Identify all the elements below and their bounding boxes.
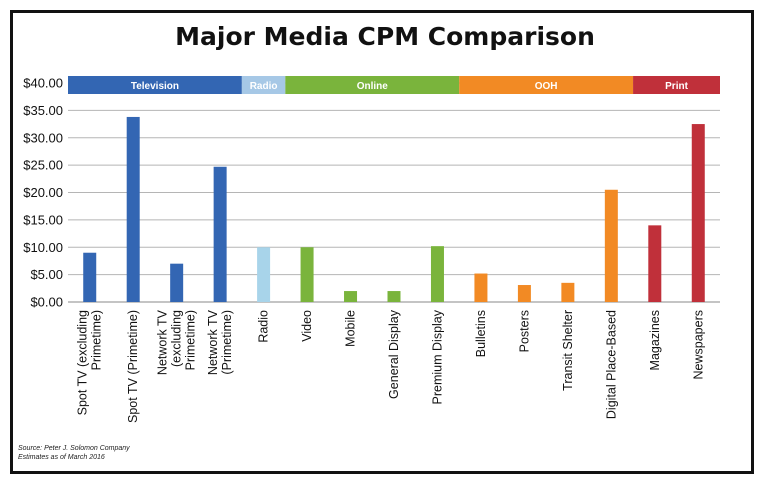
category-band <box>285 76 460 94</box>
x-category-label: (excluding <box>170 310 184 367</box>
bar <box>474 273 488 302</box>
category-band-label: Print <box>665 81 688 92</box>
x-category-label: Mobile <box>344 310 358 347</box>
category-band-label: Online <box>357 81 389 92</box>
y-tick-label: $5.00 <box>30 267 63 282</box>
bar <box>83 252 97 302</box>
x-category-label: Spot TV (excluding <box>76 310 90 415</box>
y-tick-label: $30.00 <box>23 130 63 145</box>
bar <box>126 116 140 302</box>
y-tick-label: $0.00 <box>30 295 63 310</box>
bar <box>300 247 314 302</box>
bar <box>691 124 705 302</box>
category-band-label: Television <box>131 81 179 92</box>
x-category-label: Magazines <box>648 310 662 370</box>
x-category-label: Network TV <box>206 309 220 375</box>
x-category-label: Network TV <box>156 309 170 375</box>
x-category-label: Digital Place-Based <box>604 310 618 419</box>
y-tick-label: $40.00 <box>23 76 63 91</box>
chart-title: Major Media CPM Comparison <box>175 22 595 51</box>
bar <box>344 291 358 302</box>
y-tick-label: $35.00 <box>23 103 63 118</box>
source-date: Estimates as of March 2016 <box>18 454 105 461</box>
y-tick-label: $20.00 <box>23 185 63 200</box>
bar <box>430 246 444 302</box>
bar <box>170 263 184 302</box>
x-category-label: Transit Shelter <box>561 310 575 391</box>
bar <box>213 166 227 302</box>
y-tick-label: $10.00 <box>23 240 63 255</box>
x-category-label: Primetime) <box>184 310 198 370</box>
x-category-label: Primetime) <box>90 310 104 370</box>
category-band <box>241 76 286 94</box>
y-tick-label: $15.00 <box>23 212 63 227</box>
x-category-label: Video <box>300 310 314 342</box>
source-line: Source: Peter J. Solomon Company <box>18 445 130 452</box>
bar <box>257 247 271 302</box>
x-category-label: (Primetime) <box>220 310 234 375</box>
category-band <box>68 76 242 94</box>
x-category-label: Newspapers <box>691 310 705 379</box>
y-tick-label: $25.00 <box>23 158 63 173</box>
x-category-label: Premium Display <box>430 309 444 404</box>
bar <box>648 225 662 302</box>
category-band <box>633 76 720 94</box>
x-category-label: Bulletins <box>474 310 488 357</box>
category-band <box>459 76 634 94</box>
bar <box>604 189 618 302</box>
bar <box>517 285 531 302</box>
x-category-label: Posters <box>517 310 531 352</box>
bar <box>387 291 401 302</box>
x-category-label: General Display <box>387 309 401 399</box>
source-note: Source: Peter J. Solomon Company Estimat… <box>18 444 130 462</box>
x-category-label: Spot TV (Primetime) <box>126 310 140 423</box>
x-category-label: Radio <box>257 310 271 343</box>
category-band-label: OOH <box>535 81 558 92</box>
category-band-label: Radio <box>250 81 278 92</box>
bar <box>561 282 575 302</box>
